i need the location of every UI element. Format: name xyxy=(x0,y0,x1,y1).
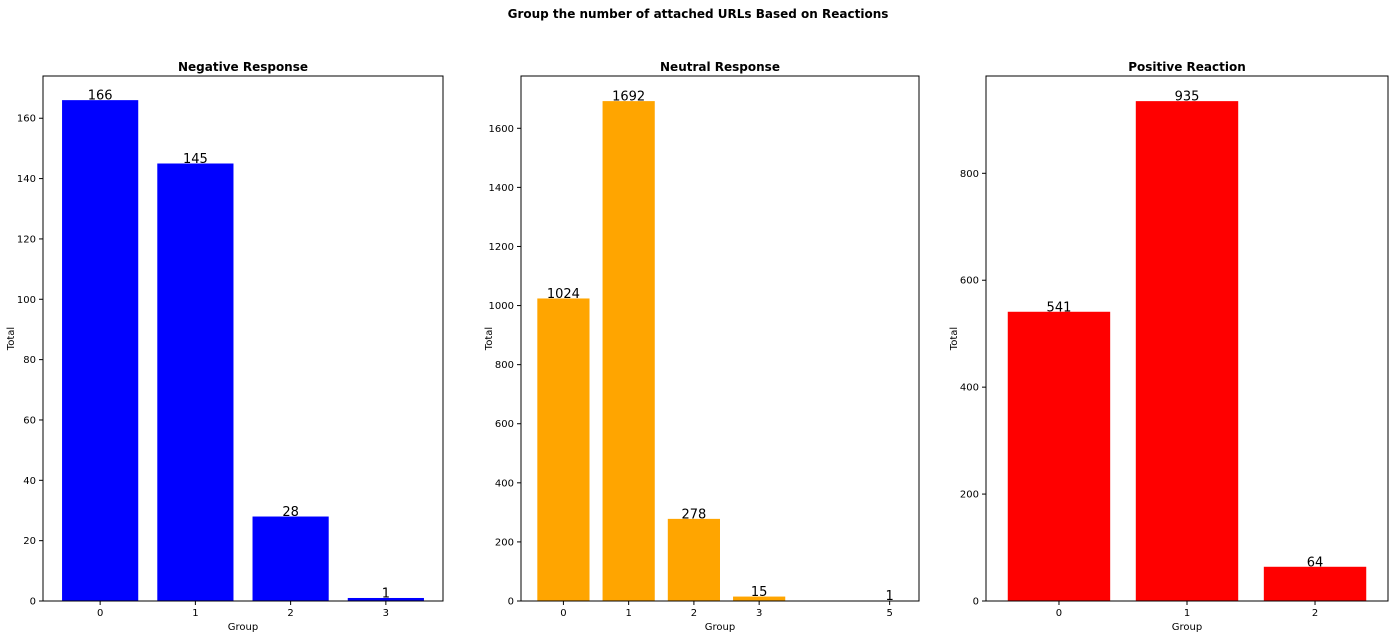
bar-value-label: 1024 xyxy=(547,287,580,302)
y-axis-label: Total xyxy=(484,327,495,351)
y-axis-label: Total xyxy=(6,327,17,351)
axes-frame xyxy=(42,75,444,602)
bar-value-label: 15 xyxy=(751,585,768,600)
x-axis-label: Group xyxy=(228,622,258,633)
bar-value-label: 166 xyxy=(88,89,113,104)
y-tick-label: 120 xyxy=(17,234,36,245)
y-tick-label: 1000 xyxy=(489,301,514,312)
y-tick-label: 400 xyxy=(960,383,979,394)
y-tick-label: 800 xyxy=(495,360,514,371)
y-tick-label: 600 xyxy=(495,419,514,430)
y-axis-label: Total xyxy=(949,327,960,351)
bar xyxy=(157,163,234,601)
bar-value-label: 64 xyxy=(1307,555,1324,570)
bar xyxy=(252,516,329,601)
y-tick-label: 800 xyxy=(960,169,979,180)
y-tick-label: 200 xyxy=(495,537,514,548)
y-tick-label: 160 xyxy=(17,114,36,125)
subplot-title: Positive Reaction xyxy=(1128,60,1246,74)
subplot-title: Neutral Response xyxy=(660,60,780,74)
x-tick-label: 3 xyxy=(383,608,389,619)
bar-value-label: 145 xyxy=(183,152,208,167)
y-tick-label: 100 xyxy=(17,295,36,306)
subplot-2: 541 935 64 0 1 2 0 200 400 600 800 Positive Reactio… xyxy=(949,60,1389,633)
x-tick-label: 0 xyxy=(97,608,103,619)
y-tick-label: 400 xyxy=(495,478,514,489)
axes-frame xyxy=(520,75,920,602)
bar xyxy=(62,100,139,601)
bar xyxy=(602,101,655,602)
subplot-title: Negative Response xyxy=(178,60,308,74)
bar xyxy=(537,298,590,601)
bar-value-label: 28 xyxy=(282,505,299,520)
y-tick-label: 140 xyxy=(17,174,36,185)
y-tick-label: 40 xyxy=(23,476,36,487)
bar xyxy=(733,596,786,601)
y-tick-label: 1200 xyxy=(489,242,514,253)
figure-suptitle: Group the number of attached URLs Based … xyxy=(508,7,889,21)
y-tick-label: 1600 xyxy=(489,124,514,135)
bar-value-label: 1 xyxy=(885,589,893,604)
y-tick-label: 60 xyxy=(23,415,36,426)
x-tick-label: 2 xyxy=(691,608,697,619)
bar xyxy=(347,597,424,601)
x-tick-label: 2 xyxy=(1312,608,1318,619)
bar xyxy=(1263,566,1367,601)
subplot-1: 1024 1692 278 15 1 0 1 2 3 5 0 200 400 600 800 1000 1200… xyxy=(484,60,920,633)
y-tick-label: 80 xyxy=(23,355,36,366)
bar xyxy=(667,518,720,601)
y-tick-label: 0 xyxy=(508,597,514,608)
y-tick-label: 20 xyxy=(23,536,36,547)
bar-value-label: 1692 xyxy=(612,90,645,105)
bar-value-label: 1 xyxy=(382,586,390,601)
x-axis-label: Group xyxy=(1172,622,1202,633)
bar-value-label: 541 xyxy=(1047,300,1072,315)
y-tick-label: 1400 xyxy=(489,183,514,194)
x-tick-label: 0 xyxy=(1056,608,1062,619)
bar xyxy=(1007,311,1111,601)
x-tick-label: 0 xyxy=(560,608,566,619)
x-tick-label: 5 xyxy=(886,608,892,619)
y-tick-label: 0 xyxy=(973,597,979,608)
y-tick-label: 600 xyxy=(960,276,979,287)
x-axis-label: Group xyxy=(705,622,735,633)
y-tick-label: 200 xyxy=(960,490,979,501)
x-tick-label: 1 xyxy=(1184,608,1190,619)
y-tick-label: 0 xyxy=(30,597,36,608)
x-tick-label: 2 xyxy=(287,608,293,619)
bar-value-label: 278 xyxy=(681,507,706,522)
x-tick-label: 1 xyxy=(625,608,631,619)
subplot-0: 166 145 28 1 0 1 2 3 0 20 40 60 80 100 120 140 160 Negati… xyxy=(6,60,444,633)
x-tick-label: 3 xyxy=(756,608,762,619)
x-tick-label: 1 xyxy=(192,608,198,619)
bar-value-label: 935 xyxy=(1175,90,1200,105)
bar xyxy=(1135,101,1239,601)
